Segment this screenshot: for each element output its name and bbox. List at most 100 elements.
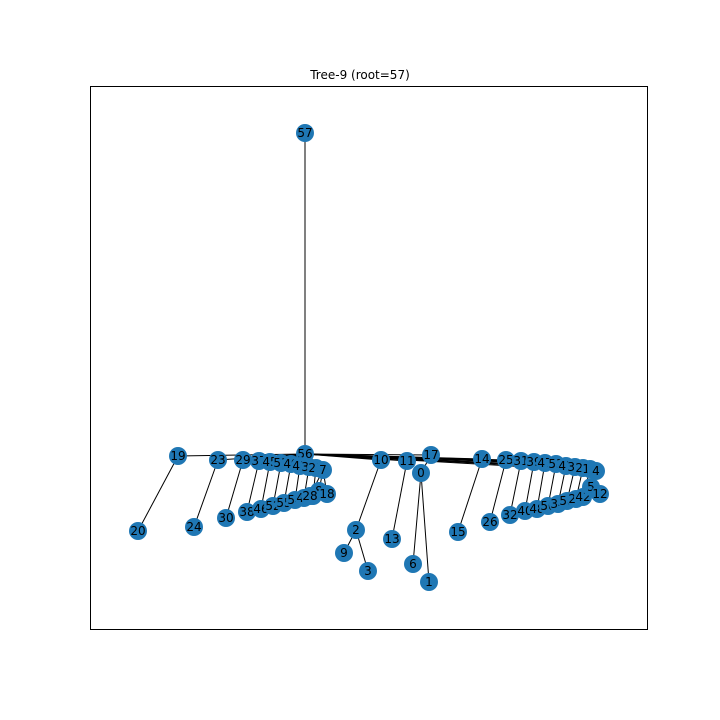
node-17: 17 [422,446,440,464]
node-2: 2 [347,521,365,539]
node-label-25: 25 [498,453,513,467]
node-label-31: 31 [513,454,528,468]
node-circle-57 [296,124,314,142]
node-circle-24 [185,518,203,536]
node-label-7: 7 [319,463,327,477]
node-circle-29 [234,451,252,469]
node-18: 18 [318,485,336,503]
node-circle-18 [318,485,336,503]
node-3: 3 [359,562,377,580]
node-label-0: 0 [417,466,425,480]
node-circle-3 [359,562,377,580]
node-label-30: 30 [218,511,233,525]
node-7: 7 [314,461,332,479]
node-label-32: 32 [502,508,517,522]
node-label-19: 19 [170,449,185,463]
node-label-17: 17 [423,448,438,462]
edge-10-2 [355,459,382,531]
node-label-28: 28 [302,489,317,503]
node-6: 6 [404,555,422,573]
node-label-11: 11 [399,454,414,468]
node-layer: 5756192023242930373845465152495541543344… [129,124,609,591]
node-label-20: 20 [130,524,145,538]
node-label-5: 5 [587,480,595,494]
node-30: 30 [217,509,235,527]
node-label-13: 13 [384,532,399,546]
edge-29-30 [225,459,244,519]
edge-14-15 [457,458,483,533]
node-29: 29 [234,451,252,469]
node-label-4: 4 [592,464,600,478]
node-circle-30 [217,509,235,527]
edge-25-26 [489,459,507,523]
node-circle-19 [169,447,187,465]
node-label-15: 15 [450,525,465,539]
node-circle-17 [422,446,440,464]
node-20: 20 [129,522,147,540]
node-label-6: 6 [409,557,417,571]
node-circle-6 [404,555,422,573]
node-circle-31 [512,452,530,470]
node-10: 10 [372,451,390,469]
node-circle-15 [449,523,467,541]
edge-11-13 [391,460,408,540]
node-circle-25 [497,451,515,469]
edge-19-20 [137,455,179,532]
node-circle-20 [129,522,147,540]
node-circle-2 [347,521,365,539]
node-label-38: 38 [239,505,254,519]
node-circle-7 [314,461,332,479]
node-12: 12 [591,485,609,503]
node-11: 11 [398,452,416,470]
node-circle-23 [209,451,227,469]
node-circle-0 [412,464,430,482]
node-label-26: 26 [482,515,497,529]
edge-0-1 [420,472,430,583]
node-circle-13 [383,530,401,548]
node-circle-1 [420,573,438,591]
node-label-57: 57 [297,126,312,140]
node-label-3: 3 [364,564,372,578]
plot-frame [90,86,648,630]
node-1: 1 [420,573,438,591]
node-9: 9 [335,544,353,562]
node-24: 24 [185,518,203,536]
node-circle-9 [335,544,353,562]
node-label-18: 18 [319,487,334,501]
node-32: 32 [501,506,519,524]
node-circle-28 [301,487,319,505]
edge-0-6 [412,472,422,565]
node-label-10: 10 [373,453,388,467]
node-label-24: 24 [186,520,201,534]
node-25: 25 [497,451,515,469]
diagram-title: Tree-9 (root=57) [310,68,410,82]
node-13: 13 [383,530,401,548]
node-circle-32 [501,506,519,524]
node-label-23: 23 [210,453,225,467]
node-circle-10 [372,451,390,469]
node-circle-12 [591,485,609,503]
node-label-9: 9 [340,546,348,560]
node-26: 26 [481,513,499,531]
node-label-1: 1 [425,575,433,589]
node-label-29: 29 [235,453,250,467]
node-circle-38 [238,503,256,521]
node-0: 0 [412,464,430,482]
edge-23-24 [193,459,219,528]
node-57: 57 [296,124,314,142]
node-circle-4 [587,462,605,480]
node-38: 38 [238,503,256,521]
node-label-2: 2 [352,523,360,537]
node-31: 31 [512,452,530,470]
node-23: 23 [209,451,227,469]
node-circle-14 [473,450,491,468]
node-14: 14 [473,450,491,468]
edge-31-32 [509,460,522,516]
node-15: 15 [449,523,467,541]
node-4: 4 [587,462,605,480]
node-circle-26 [481,513,499,531]
node-circle-11 [398,452,416,470]
node-label-12: 12 [592,487,607,501]
node-28: 28 [301,487,319,505]
